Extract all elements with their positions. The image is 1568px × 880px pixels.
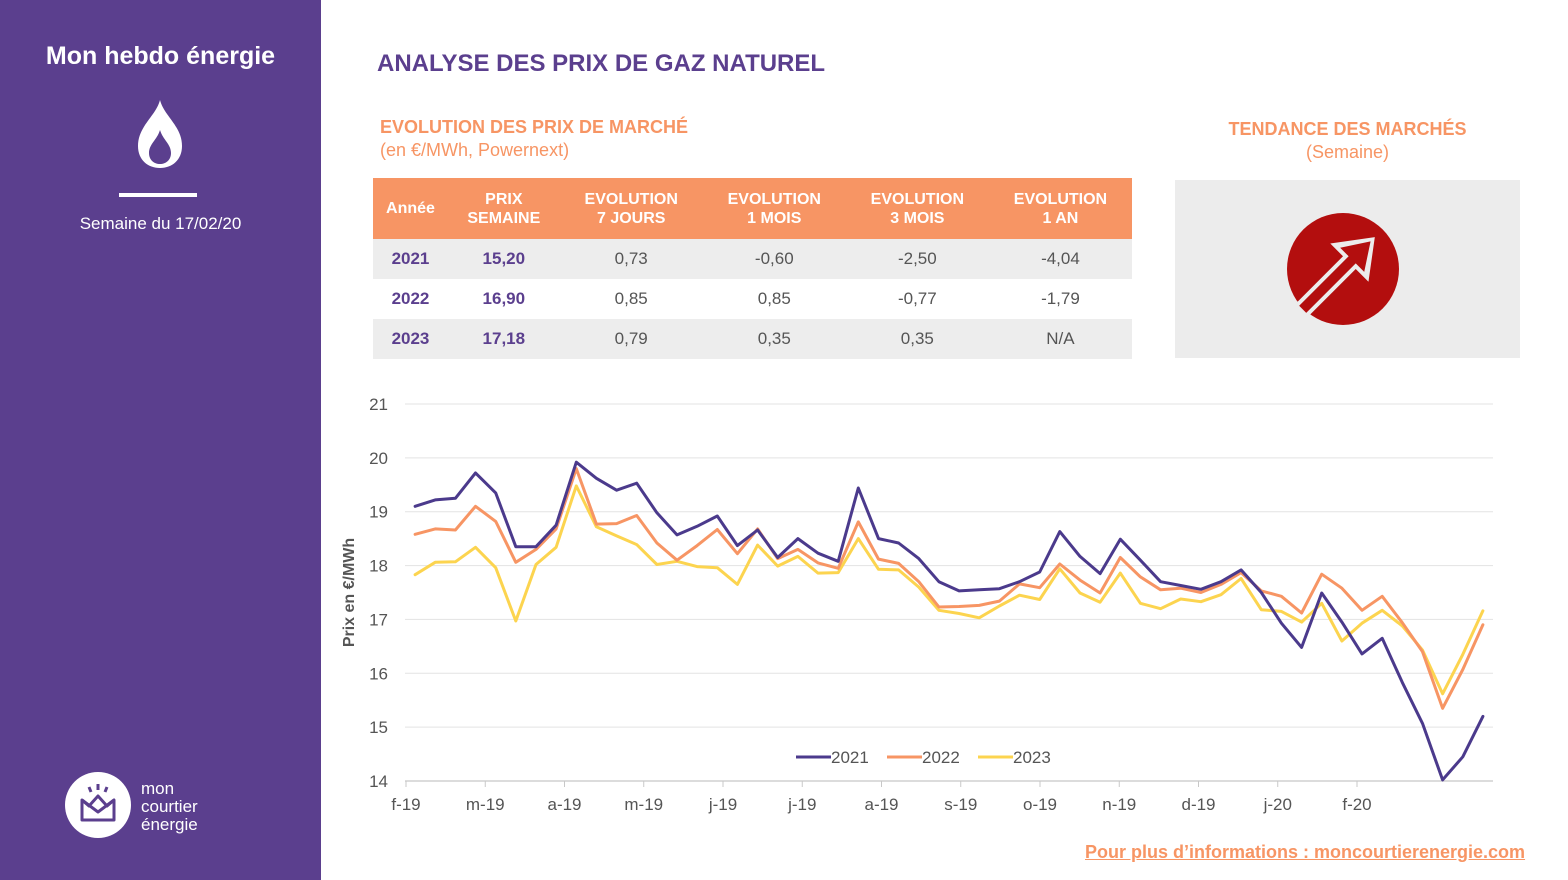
header-line: Année <box>386 200 435 217</box>
table-cell: 16,90 <box>482 289 526 308</box>
x-tick-label: j-19 <box>708 795 737 814</box>
header-line: 3 MOIS <box>890 209 945 227</box>
envelope-crown-icon <box>80 784 116 822</box>
legend-label: 2021 <box>831 748 869 767</box>
header-line: 1 AN <box>1042 209 1079 227</box>
table-cell: -0,77 <box>897 289 937 308</box>
table-cell: 2021 <box>373 239 448 279</box>
trend-box <box>1175 180 1520 358</box>
header-line: 7 JOURS <box>596 209 666 227</box>
table-cell: 17,18 <box>447 319 560 359</box>
table-cell: 2023 <box>373 319 448 359</box>
header-line: EVOLUTION <box>584 190 678 208</box>
x-tick-label: s-19 <box>944 795 977 814</box>
col-header-7d: EVOLUTION 7 JOURS <box>559 178 703 239</box>
col-header-1m: EVOLUTION 1 MOIS <box>702 178 846 239</box>
table-cell: 0,35 <box>702 319 846 359</box>
trend-title: TENDANCE DES MARCHÉS <box>1228 119 1467 139</box>
market-subtitle: (en €/MWh, Powernext) <box>380 140 570 160</box>
header-line: EVOLUTION <box>727 190 821 208</box>
table-cell: -0,60 <box>702 239 846 279</box>
header-line: PRIX <box>485 190 523 208</box>
legend-label: 2022 <box>922 748 960 767</box>
header-line: EVOLUTION <box>1013 190 1108 208</box>
table-cell: 0,79 <box>559 319 703 359</box>
arrow-up-right-icon <box>1287 213 1399 325</box>
y-tick-label: 18 <box>369 557 388 576</box>
col-header-price: PRIX SEMAINE <box>447 178 560 239</box>
header-line: EVOLUTION <box>870 190 965 208</box>
week-label: Semaine du 17/02/20 <box>79 214 242 233</box>
x-tick-label: d-19 <box>1181 795 1215 814</box>
table-cell: 0,85 <box>614 289 648 308</box>
table-cell: N/A <box>988 319 1132 359</box>
logo-text: mon courtier énergie <box>141 780 198 834</box>
sidebar: Mon hebdo énergie Semaine du 17/02/20 mo… <box>0 0 321 880</box>
price-table: Année PRIX SEMAINE EVOLUTION 7 JOURS EVOLU… <box>373 178 1132 359</box>
page-title: ANALYSE DES PRIX DE GAZ NATUREL <box>377 50 826 77</box>
col-header-year: Année <box>373 178 448 239</box>
table-cell: 2022 <box>391 289 430 308</box>
x-tick-label: m-19 <box>466 795 505 814</box>
table-row: 2022 16,90 0,85 0,85 -0,77 -1,79 <box>373 279 1132 319</box>
info-link[interactable]: Pour plus d’informations : moncourtieren… <box>1085 842 1526 862</box>
series-line-2023 <box>413 484 1485 696</box>
trend-subtitle: (Semaine) <box>1305 142 1390 162</box>
logo-line: énergie <box>141 815 198 834</box>
x-tick-label: a-19 <box>864 795 898 814</box>
col-header-3m: EVOLUTION 3 MOIS <box>845 178 989 239</box>
logo-badge <box>65 772 131 838</box>
brand-title: Mon hebdo énergie <box>45 42 276 70</box>
table-cell: 0,73 <box>559 239 703 279</box>
x-tick-label: n-19 <box>1102 795 1136 814</box>
header-line: 1 MOIS <box>747 209 802 227</box>
logo-line: courtier <box>141 797 198 816</box>
x-tick-label: m-19 <box>624 795 663 814</box>
col-header-1y: EVOLUTION 1 AN <box>988 178 1132 239</box>
x-tick-label: f-19 <box>391 795 420 814</box>
table-cell: -4,04 <box>988 239 1132 279</box>
y-tick-label: 20 <box>369 449 388 468</box>
table-cell: -1,79 <box>1041 289 1080 308</box>
table-row: 2021 15,20 0,73 -0,60 -2,50 -4,04 <box>373 239 1132 279</box>
y-tick-label: 19 <box>369 503 388 522</box>
series-line-2022 <box>413 467 1485 710</box>
y-tick-label: 16 <box>369 664 388 683</box>
table-row: 2023 17,18 0,79 0,35 0,35 N/A <box>373 319 1132 359</box>
series-line-2021 <box>413 460 1485 782</box>
y-tick-label: 15 <box>369 718 388 737</box>
divider <box>119 193 197 197</box>
table-cell: -2,50 <box>845 239 989 279</box>
logo-line: mon <box>141 779 175 798</box>
market-title: EVOLUTION DES PRIX DE MARCHÉ <box>380 117 689 137</box>
table-cell: 15,20 <box>447 239 560 279</box>
y-axis-label: Prix en €/MWh <box>341 538 358 647</box>
legend-label: 2023 <box>1013 748 1051 767</box>
table-cell: 0,85 <box>757 289 791 308</box>
flame-icon <box>138 100 182 168</box>
x-tick-label: o-19 <box>1023 795 1057 814</box>
table-cell: 0,35 <box>845 319 989 359</box>
x-tick-label: j-20 <box>1263 795 1292 814</box>
y-tick-label: 17 <box>369 610 388 629</box>
table-header-row: Année PRIX SEMAINE EVOLUTION 7 JOURS EVOLU… <box>373 178 1132 239</box>
x-tick-label: j-19 <box>787 795 816 814</box>
y-tick-label: 14 <box>369 772 388 791</box>
x-tick-label: f-20 <box>1342 795 1371 814</box>
header-line: SEMAINE <box>467 209 541 227</box>
y-tick-label: 21 <box>369 395 388 414</box>
x-tick-label: a-19 <box>547 795 581 814</box>
